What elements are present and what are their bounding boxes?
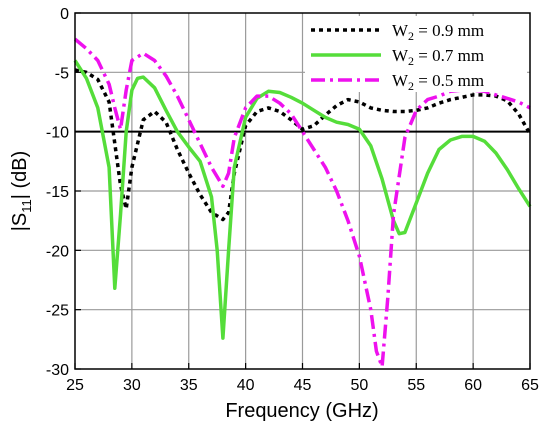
ticks-group: 25 30 35 40 45 50 55 60 65 0 -5 -10 -15 -20 -25 -30 <box>46 6 539 394</box>
x-tick-label: 40 <box>237 377 255 394</box>
x-tick-label: 55 <box>407 377 425 394</box>
y-tick-label: -15 <box>46 184 69 201</box>
series-group <box>73 37 532 369</box>
legend: W2 = 0.9 mm W2 = 0.7 mm W2 = 0.5 mm <box>305 16 527 93</box>
y-tick-label: 0 <box>60 6 69 23</box>
x-tick-label: 65 <box>521 377 539 394</box>
x-tick-label: 50 <box>350 377 368 394</box>
y-tick-label: -20 <box>46 243 69 260</box>
y-axis-label-sub: 11 <box>19 199 34 213</box>
x-tick-label: 60 <box>464 377 482 394</box>
y-tick-label: -30 <box>46 362 69 379</box>
legend-label-1: W2 = 0.9 mm <box>392 21 484 43</box>
y-axis-label-tail: | (dB) <box>9 151 31 200</box>
series-line-3 <box>73 37 531 369</box>
x-tick-label: 45 <box>294 377 312 394</box>
x-tick-label: 35 <box>180 377 198 394</box>
y-axis-label-main: |S <box>9 213 31 232</box>
legend-label-3: W2 = 0.5 mm <box>392 71 484 93</box>
x-axis-label: Frequency (GHz) <box>225 400 378 422</box>
series-line-1 <box>74 68 532 222</box>
y-tick-label: -10 <box>46 125 69 142</box>
x-tick-label: 25 <box>66 377 84 394</box>
y-tick-label: -25 <box>46 303 69 320</box>
x-tick-label: 30 <box>123 377 141 394</box>
series-line-2 <box>73 59 532 340</box>
legend-label-2: W2 = 0.7 mm <box>392 46 484 68</box>
y-tick-label: -5 <box>55 65 69 82</box>
y-axis-label: |S11| (dB) <box>9 151 34 232</box>
